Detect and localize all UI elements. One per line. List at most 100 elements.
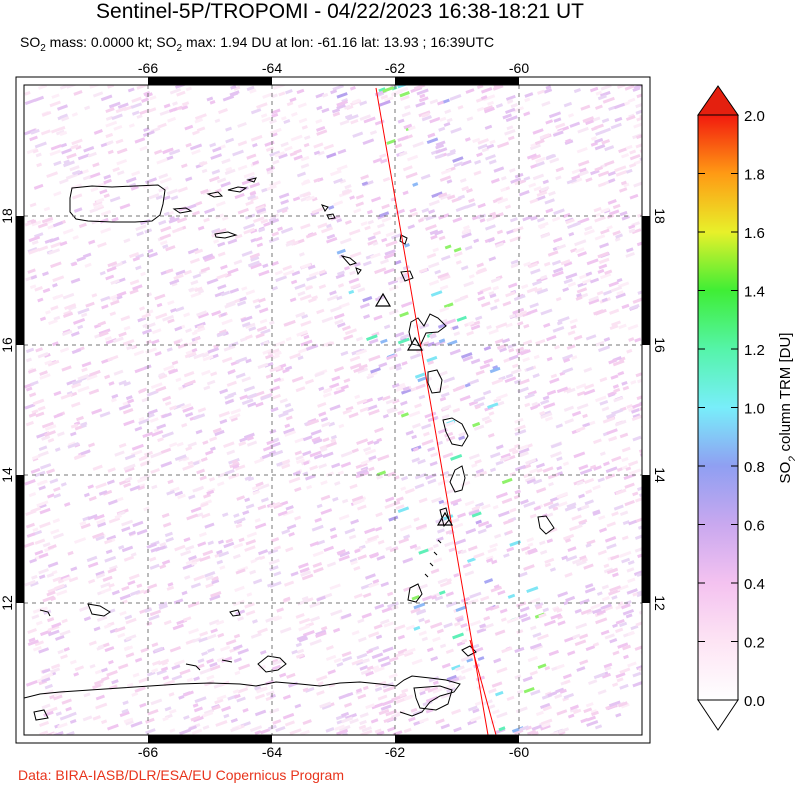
so2-pixel [542, 607, 550, 613]
so2-pixel [387, 471, 397, 477]
so2-pixel [542, 705, 552, 712]
so2-pixel [244, 545, 256, 552]
so2-pixel [356, 468, 369, 476]
so2-pixel [279, 672, 287, 678]
so2-pixel [443, 302, 454, 309]
so2-pixel [95, 535, 105, 542]
so2-pixel [190, 582, 202, 589]
so2-pixel [138, 416, 145, 422]
so2-pixel [524, 97, 531, 103]
so2-pixel [39, 521, 51, 529]
so2-pixel [599, 376, 608, 383]
so2-pixel [164, 531, 173, 538]
so2-pixel [91, 408, 103, 415]
so2-pixel [569, 704, 580, 711]
so2-pixel [302, 687, 309, 693]
so2-pixel [529, 597, 541, 604]
so2-pixel [570, 247, 578, 253]
so2-pixel [209, 661, 218, 668]
so2-pixel [142, 323, 149, 329]
so2-pixel [107, 149, 114, 155]
so2-pixel [395, 504, 405, 510]
so2-pixel [359, 100, 368, 106]
so2-pixel [422, 595, 433, 602]
so2-pixel [38, 568, 49, 575]
so2-pixel [409, 544, 418, 550]
so2-pixel [424, 224, 437, 231]
so2-pixel [44, 430, 56, 437]
so2-pixel [289, 97, 297, 103]
so2-pixel [237, 164, 248, 171]
so2-pixel [489, 366, 501, 374]
so2-pixel [320, 508, 333, 515]
so2-pixel [43, 710, 54, 718]
so2-pixel [106, 534, 117, 541]
so2-pixel [123, 645, 134, 652]
so2-pixel [149, 563, 160, 570]
so2-pixel [171, 226, 184, 234]
so2-pixel [223, 344, 236, 352]
so2-pixel [528, 262, 538, 269]
so2-pixel [332, 496, 339, 502]
so2-pixel [326, 233, 336, 240]
so2-pixel [444, 244, 452, 250]
so2-pixel [273, 85, 286, 90]
so2-pixel [235, 372, 246, 379]
so2-pixel [305, 285, 314, 291]
so2-pixel [281, 463, 291, 470]
so2-pixel [632, 401, 642, 409]
so2-pixel [175, 269, 186, 276]
so2-pixel [348, 289, 355, 295]
so2-pixel [216, 273, 228, 280]
so2-pixel [49, 100, 61, 108]
so2-pixel [136, 231, 144, 237]
so2-pixel [233, 517, 246, 525]
so2-pixel [228, 473, 240, 480]
so2-pixel [583, 229, 595, 236]
so2-pixel [598, 257, 610, 265]
so2-pixel [565, 595, 576, 603]
so2-pixel [126, 344, 135, 351]
so2-pixel [193, 413, 206, 421]
so2-pixel [220, 290, 231, 297]
so2-pixel [368, 631, 380, 638]
so2-pixel [108, 583, 115, 588]
so2-pixel [565, 218, 575, 225]
coastlines [24, 177, 555, 721]
so2-pixel [529, 670, 538, 676]
subtitle-text-3: max: 1.94 DU at lon: -61.16 lat: 13.93 ;… [182, 34, 495, 50]
so2-pixel [162, 314, 175, 322]
so2-pixel [535, 710, 544, 717]
subtitle-sub-1: 2 [40, 42, 46, 54]
so2-pixel [245, 200, 254, 207]
so2-pixel [377, 396, 384, 402]
so2-pixel [425, 376, 433, 382]
so2-pixel [628, 228, 636, 234]
so2-pixel [207, 540, 214, 546]
so2-pixel [475, 315, 483, 321]
so2-pixel [343, 378, 351, 384]
so2-pixel [141, 397, 149, 403]
so2-pixel [333, 627, 341, 633]
so2-pixel [198, 531, 207, 538]
so2-pixel [555, 687, 565, 694]
so2-pixel [507, 135, 515, 141]
so2-pixel [326, 294, 339, 302]
so2-pixel [635, 621, 642, 627]
so2-pixel [214, 429, 225, 437]
so2-pixel [388, 673, 398, 679]
coast-st-croix [214, 231, 238, 239]
so2-pixel [508, 282, 518, 289]
so2-pixel [321, 704, 332, 710]
so2-pixel [372, 241, 379, 246]
so2-pixel [206, 379, 216, 386]
so2-pixel [29, 581, 39, 587]
so2-pixel [434, 229, 444, 236]
so2-pixel [364, 527, 376, 535]
so2-pixel [159, 109, 170, 116]
so2-pixel [400, 95, 410, 102]
so2-pixel [258, 297, 266, 303]
so2-pixel [430, 656, 439, 662]
so2-pixel [498, 726, 506, 732]
so2-pixel [432, 247, 440, 253]
